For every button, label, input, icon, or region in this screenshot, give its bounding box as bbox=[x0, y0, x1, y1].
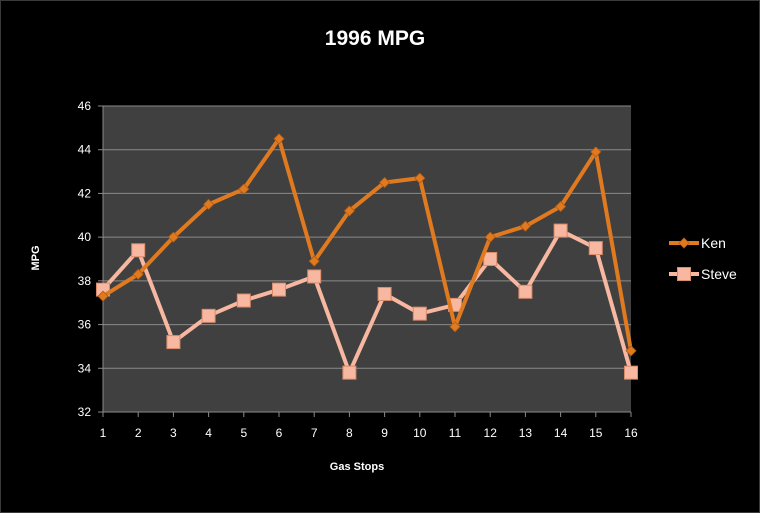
y-tick-label: 34 bbox=[78, 361, 92, 375]
plot-area bbox=[103, 106, 631, 412]
series-line-steve bbox=[101, 228, 633, 375]
data-point-steve bbox=[166, 335, 181, 350]
data-point-steve bbox=[483, 252, 498, 266]
x-tick-label: 11 bbox=[449, 426, 462, 440]
legend-label-ken: Ken bbox=[701, 235, 726, 251]
data-point-ken bbox=[238, 183, 250, 195]
x-tick-label: 3 bbox=[170, 426, 177, 440]
data-point-ken bbox=[449, 321, 461, 333]
legend-marker-ken bbox=[678, 237, 690, 249]
data-point-ken bbox=[167, 231, 179, 243]
gridlines bbox=[103, 105, 631, 369]
data-point-ken bbox=[625, 345, 637, 357]
y-tick-label: 44 bbox=[78, 143, 92, 157]
x-tick-label: 15 bbox=[589, 426, 603, 440]
data-point-steve bbox=[236, 293, 251, 308]
data-point-ken bbox=[343, 205, 355, 217]
data-point-ken bbox=[555, 200, 567, 213]
data-point-steve bbox=[377, 286, 392, 301]
data-point-ken bbox=[379, 176, 391, 189]
data-point-ken bbox=[132, 268, 144, 280]
x-tick-label: 10 bbox=[413, 426, 427, 440]
data-point-ken bbox=[203, 198, 215, 210]
y-tick-label: 36 bbox=[78, 318, 92, 332]
x-tick-label: 4 bbox=[205, 426, 212, 440]
x-tick-label: 1 bbox=[100, 426, 107, 440]
data-point-ken bbox=[414, 172, 426, 184]
data-point-steve bbox=[588, 241, 603, 256]
data-point-steve bbox=[272, 282, 286, 297]
data-point-ken bbox=[273, 133, 285, 145]
data-point-steve bbox=[307, 269, 322, 284]
legend: Ken Steve bbox=[669, 235, 737, 282]
data-point-ken bbox=[484, 231, 496, 243]
data-point-ken bbox=[308, 255, 320, 267]
x-tick-label: 12 bbox=[484, 426, 498, 440]
data-point-steve bbox=[201, 308, 216, 323]
data-point-steve bbox=[412, 306, 427, 321]
data-point-steve bbox=[553, 223, 568, 238]
data-point-steve bbox=[131, 243, 146, 258]
y-tick-label: 32 bbox=[78, 405, 92, 419]
chart-title: 1996 MPG bbox=[325, 27, 425, 50]
data-point-ken bbox=[97, 290, 109, 302]
data-point-ken bbox=[590, 146, 602, 158]
x-tick-label: 8 bbox=[346, 426, 353, 440]
x-axis-label: Gas Stops bbox=[330, 461, 384, 473]
x-tick-label: 6 bbox=[276, 426, 283, 440]
x-tick-label: 14 bbox=[554, 426, 568, 440]
x-tick-label: 16 bbox=[624, 426, 638, 440]
y-tick-label: 40 bbox=[78, 230, 92, 244]
legend-label-steve: Steve bbox=[701, 266, 737, 282]
data-point-steve bbox=[342, 365, 357, 380]
x-tick-label: 2 bbox=[135, 426, 142, 440]
legend-marker-steve bbox=[677, 267, 691, 281]
y-axis-label: MPG bbox=[30, 245, 42, 270]
y-tick-label: 46 bbox=[78, 99, 92, 113]
data-point-steve bbox=[518, 284, 533, 299]
y-tick-label: 42 bbox=[78, 186, 92, 200]
data-point-steve bbox=[624, 365, 638, 380]
x-tick-label: 7 bbox=[311, 426, 318, 440]
series-line-ken bbox=[101, 136, 633, 353]
x-tick-label: 5 bbox=[240, 426, 247, 440]
x-tick-label: 9 bbox=[381, 426, 388, 440]
y-tick-label: 38 bbox=[78, 274, 92, 288]
x-tick-label: 13 bbox=[519, 426, 533, 440]
series-group bbox=[96, 133, 638, 380]
data-point-ken bbox=[519, 220, 531, 232]
